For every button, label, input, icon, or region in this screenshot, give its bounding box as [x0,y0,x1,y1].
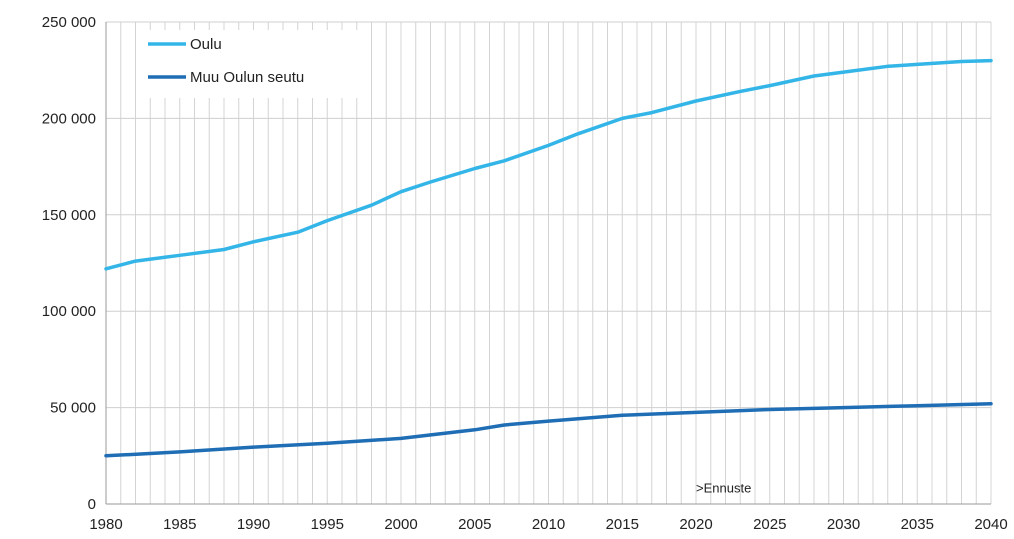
forecast-annotation: >Ennuste [696,480,751,495]
y-tick-label: 200 000 [42,110,96,127]
x-tick-label: 2025 [753,516,786,533]
y-tick-label: 250 000 [42,14,96,31]
x-tick-label: 2010 [532,516,565,533]
y-tick-label: 50 000 [50,400,96,417]
legend-label: Muu Oulun seutu [190,69,304,86]
y-tick-label: 150 000 [42,207,96,224]
x-tick-label: 2035 [901,516,934,533]
x-tick-label: 2020 [679,516,712,533]
legend-label: Oulu [190,36,222,53]
x-tick-label: 1995 [311,516,344,533]
y-tick-label: 0 [88,496,96,513]
x-tick-label: 2005 [458,516,491,533]
x-tick-label: 2015 [606,516,639,533]
series-line-muu-oulun-seutu [104,401,993,458]
legend-background [140,30,365,98]
series-line-oulu [104,58,993,271]
x-tick-label: 1985 [163,516,196,533]
x-tick-label: 1980 [89,516,122,533]
x-tick-label: 2040 [974,516,1007,533]
x-tick-label: 2030 [827,516,860,533]
y-tick-label: 100 000 [42,303,96,320]
x-tick-label: 1990 [237,516,270,533]
x-tick-label: 2000 [384,516,417,533]
